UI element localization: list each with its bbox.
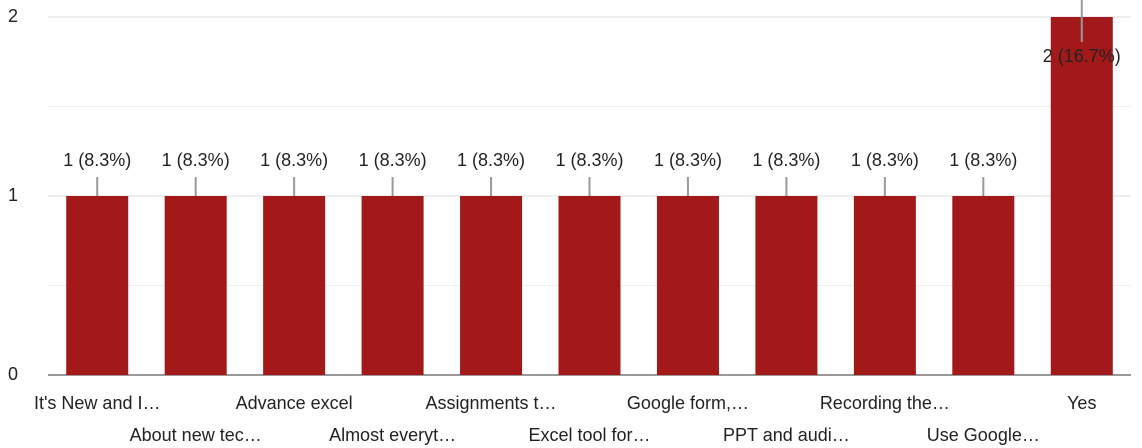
value-label: 1 (8.3%) <box>63 150 131 170</box>
x-tick-label: Google form,… <box>627 393 749 413</box>
value-label: 1 (8.3%) <box>359 150 427 170</box>
y-tick-label: 2 <box>8 6 18 26</box>
value-label: 2 (16.7%) <box>1043 46 1121 66</box>
bar <box>361 196 424 375</box>
x-tick-label: PPT and audi… <box>723 425 850 445</box>
x-tick-label: Advance excel <box>236 393 353 413</box>
bar <box>853 196 916 375</box>
value-label: 1 (8.3%) <box>457 150 525 170</box>
value-label: 1 (8.3%) <box>654 150 722 170</box>
x-tick-label: Excel tool for… <box>528 425 650 445</box>
bar <box>66 196 129 375</box>
x-tick-label: It's New and I… <box>34 393 160 413</box>
bar <box>164 196 227 375</box>
bar <box>952 196 1015 375</box>
y-tick-label: 1 <box>8 185 18 205</box>
x-tick-label: Yes <box>1067 393 1096 413</box>
value-label: 1 (8.3%) <box>162 150 230 170</box>
bar <box>263 196 326 375</box>
value-label: 1 (8.3%) <box>851 150 919 170</box>
value-label: 1 (8.3%) <box>555 150 623 170</box>
x-tick-label: Assignments t… <box>426 393 557 413</box>
x-tick-label: Almost everyt… <box>329 425 456 445</box>
value-label: 1 (8.3%) <box>260 150 328 170</box>
x-tick-label: Recording the… <box>820 393 950 413</box>
bar <box>1050 17 1113 375</box>
x-tick-label: About new tec… <box>130 425 262 445</box>
value-label: 1 (8.3%) <box>752 150 820 170</box>
y-tick-label: 0 <box>8 364 18 384</box>
bar <box>460 196 523 375</box>
x-tick-label: Use Google… <box>927 425 1040 445</box>
value-label: 1 (8.3%) <box>949 150 1017 170</box>
bar <box>558 196 621 375</box>
bar <box>656 196 719 375</box>
bar <box>755 196 818 375</box>
